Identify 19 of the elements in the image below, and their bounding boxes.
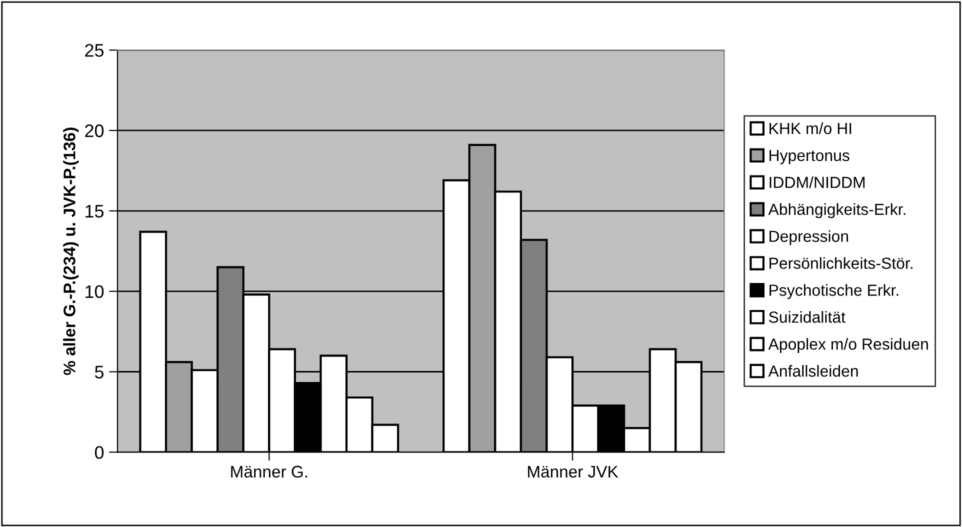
y-tick-label: 10 [86, 285, 104, 298]
legend-label: IDDM/NIDDM [770, 176, 865, 188]
legend-label: Depression [770, 230, 848, 246]
x-tick-label: Männer G. [231, 466, 308, 478]
y-tick-label: 25 [85, 44, 104, 57]
x-tick-label: Männer JVK [528, 466, 618, 478]
y-tick-label: 0 [94, 446, 104, 459]
y-tick-label: 5 [94, 366, 104, 378]
y-tick-label: 15 [86, 205, 104, 218]
y-tick-label: 20 [85, 124, 104, 138]
legend-label: Persönlichkeits-Stör. [770, 257, 912, 269]
legend-label: Suizidalität [768, 311, 846, 323]
legend-label: Psychotische Erkr. [770, 284, 898, 300]
legend-label: Abhängigkeits-Erkr. [768, 203, 906, 218]
legend-label: Anfallsleiden [768, 365, 858, 377]
y-axis-title: % aller G.-P.(234) u. JVK-P.(136) [63, 128, 79, 375]
legend-label: Apoplex m/o Residuen [768, 338, 928, 353]
legend-label: Hypertonus [770, 150, 850, 164]
legend-label: KHK m/o HI [770, 122, 852, 134]
